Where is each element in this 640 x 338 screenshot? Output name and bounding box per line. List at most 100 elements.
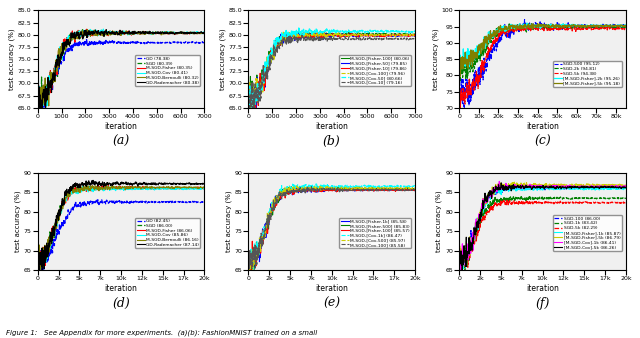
GD-Rademacher (80.38) <box>75 36 83 40</box>
Line: M-SGD-Bernoulli (80.32): M-SGD-Bernoulli (80.32) <box>38 30 204 113</box>
SGD-1k (83.42) <box>508 198 516 202</box>
SGD (80.39) <box>75 35 83 40</box>
M-SGD-Bernoulli (86.16) <box>164 185 172 189</box>
M-SGD-[Cov-100] (85.58) <box>292 189 300 193</box>
GD-Rademacher (87.14) <box>34 254 42 258</box>
M-SGD-[Cov-500] (85.97) <box>375 187 383 191</box>
Line: M-SGD-[Cov-50] (80.66): M-SGD-[Cov-50] (80.66) <box>248 28 415 118</box>
M-SGD-[Fisher-10] (79.86) <box>303 30 310 34</box>
M-SGD-[Cov-50] (80.66) <box>295 26 303 30</box>
SGD-100 (86.00) <box>502 187 510 191</box>
[M-SGD-Cov]-5k (86.26) <box>497 186 504 190</box>
[M-SGD-Fisher]-5k (95.18) <box>565 23 573 27</box>
M-SGD-[Fisher-50] (79.85) <box>292 33 300 38</box>
[M-SGD-Fisher]-1k (85.87) <box>503 188 511 192</box>
Line: GD (82.45): GD (82.45) <box>38 200 204 274</box>
M-SGD-Bernoulli (86.16) <box>36 273 44 277</box>
M-SGD-[Fisher-100] (80.06) <box>285 37 293 41</box>
M-SGD-[Cov-100] (79.96) <box>303 29 310 33</box>
M-SGD-[Cov-1k] (86.47) <box>355 185 362 189</box>
[M-SGD-Fisher]-5k (95.18) <box>622 23 630 27</box>
M-SGD-[Cov-500] (85.97) <box>292 189 300 193</box>
M-SGD-Fisher (86.06) <box>87 188 95 192</box>
SGD-5k (94.38) <box>502 31 510 35</box>
SGD (86.00) <box>75 184 83 188</box>
M-SGD-Cov (80.41) <box>75 32 83 37</box>
M-SGD-[Cov-50] (80.66) <box>298 31 305 35</box>
M-SGD-Cov (80.41) <box>184 31 192 35</box>
M-SGD-[Fisher-100] (80.06) <box>412 32 419 37</box>
Legend: M-SGD-[Fisher-100] (80.06), M-SGD-[Fisher-50] (79.85), M-SGD-[Fisher-10] (79.86): M-SGD-[Fisher-100] (80.06), M-SGD-[Fishe… <box>339 55 411 86</box>
Y-axis label: test accuracy (%): test accuracy (%) <box>436 191 442 252</box>
GD-Rademacher (87.14) <box>184 182 192 186</box>
SGD (86.00) <box>164 187 172 191</box>
Line: M-SGD-Fisher (80.35): M-SGD-Fisher (80.35) <box>38 29 204 114</box>
Line: M-SGD-[Fisher-100] (80.06): M-SGD-[Fisher-100] (80.06) <box>248 32 415 113</box>
SGD-5k (94.38) <box>456 106 463 111</box>
[M-SGD-Fisher]-1k (85.87) <box>622 186 630 190</box>
M-SGD-[Fisher-50] (79.85) <box>375 34 383 38</box>
Line: SGD-5k (82.29): SGD-5k (82.29) <box>460 200 626 269</box>
GD-Rademacher (87.14) <box>81 182 89 186</box>
M-SGD-[Cov-10] (79.16) <box>355 36 362 40</box>
SGD-100 (86.00) <box>497 191 504 195</box>
SGD-1k (83.42) <box>622 196 630 200</box>
SGD-2k (94.81) <box>622 25 630 29</box>
GD (78.38) <box>81 41 89 45</box>
SGD-5k (82.29) <box>458 267 465 271</box>
GD (78.38) <box>164 40 172 44</box>
M-SGD-[Cov-10] (79.16) <box>298 35 305 39</box>
M-SGD-Cov (85.86) <box>87 187 95 191</box>
X-axis label: iteration: iteration <box>104 122 138 131</box>
SGD-100 (86.00) <box>565 186 573 190</box>
M-SGD-[Cov-1k] (86.47) <box>375 185 383 189</box>
M-SGD-[Cov-100] (85.58) <box>308 185 316 189</box>
SGD-2k (94.81) <box>586 25 593 29</box>
SGD-500 (95.12) <box>565 23 573 27</box>
GD-Rademacher (80.38) <box>102 27 110 31</box>
M-SGD-Bernoulli (80.32) <box>144 30 152 34</box>
M-SGD-Cov (80.41) <box>200 31 208 35</box>
SGD-1k (83.42) <box>606 196 614 200</box>
SGD (86.00) <box>200 186 208 190</box>
SGD-2k (94.81) <box>565 26 573 30</box>
GD (82.45) <box>184 200 192 204</box>
M-SGD-[Cov-50] (80.66) <box>292 34 300 38</box>
GD-Rademacher (87.14) <box>144 182 152 186</box>
M-SGD-[Fisher-10] (79.86) <box>355 34 362 38</box>
M-SGD-[Fisher-100] (80.06) <box>292 33 300 38</box>
M-SGD-Cov (80.41) <box>87 29 95 33</box>
M-SGD-[Fisher-10] (79.86) <box>285 34 293 38</box>
GD-Rademacher (87.14) <box>200 182 208 186</box>
SGD-100 (86.00) <box>606 186 614 190</box>
[M-SGD-Cov]-1k (86.41) <box>497 186 504 190</box>
M-SGD-Bernoulli (80.32) <box>184 30 192 34</box>
M-SGD-Fisher (86.06) <box>81 187 89 191</box>
Line: SGD (86.00): SGD (86.00) <box>38 186 204 269</box>
Line: [M-SGD-Fisher]-5k (95.18): [M-SGD-Fisher]-5k (95.18) <box>460 24 626 76</box>
Line: GD-Rademacher (80.38): GD-Rademacher (80.38) <box>38 29 204 126</box>
Text: (b): (b) <box>323 135 340 148</box>
M-SGD-[Fisher-500] (85.83) <box>412 186 419 190</box>
[M-SGD-Fisher]-5k (95.18) <box>606 23 614 27</box>
Line: SGD-500 (95.12): SGD-500 (95.12) <box>460 20 626 113</box>
M-SGD-[Fisher-100] (85.57) <box>300 185 308 189</box>
Legend: M-SGD-[Fisher-1k] (85.58), M-SGD-[Fisher-500] (85.83), M-SGD-[Fisher-100] (85.57: M-SGD-[Fisher-1k] (85.58), M-SGD-[Fisher… <box>339 218 411 248</box>
[M-SGD-Fisher]-5k (86.79) <box>508 181 516 185</box>
GD (78.38) <box>184 41 192 45</box>
M-SGD-[Cov-100] (85.58) <box>285 190 293 194</box>
M-SGD-Cov (80.41) <box>164 30 172 34</box>
M-SGD-Bernoulli (86.16) <box>34 267 42 271</box>
Line: M-SGD-Fisher (86.06): M-SGD-Fisher (86.06) <box>38 184 204 282</box>
SGD-100 (86.00) <box>586 186 593 190</box>
Y-axis label: test accuracy (%): test accuracy (%) <box>219 28 225 90</box>
SGD-5k (82.29) <box>565 201 573 205</box>
GD (78.38) <box>34 106 42 110</box>
[M-SGD-Fisher]-1k (85.87) <box>500 184 508 188</box>
M-SGD-[Fisher-1k] (85.58) <box>285 189 293 193</box>
M-SGD-[Fisher-50] (79.85) <box>285 37 293 41</box>
M-SGD-[Fisher-100] (85.57) <box>244 265 252 269</box>
M-SGD-Cov (85.86) <box>37 266 45 270</box>
GD-Rademacher (87.14) <box>87 182 95 186</box>
M-SGD-[Fisher-100] (85.57) <box>375 187 383 191</box>
